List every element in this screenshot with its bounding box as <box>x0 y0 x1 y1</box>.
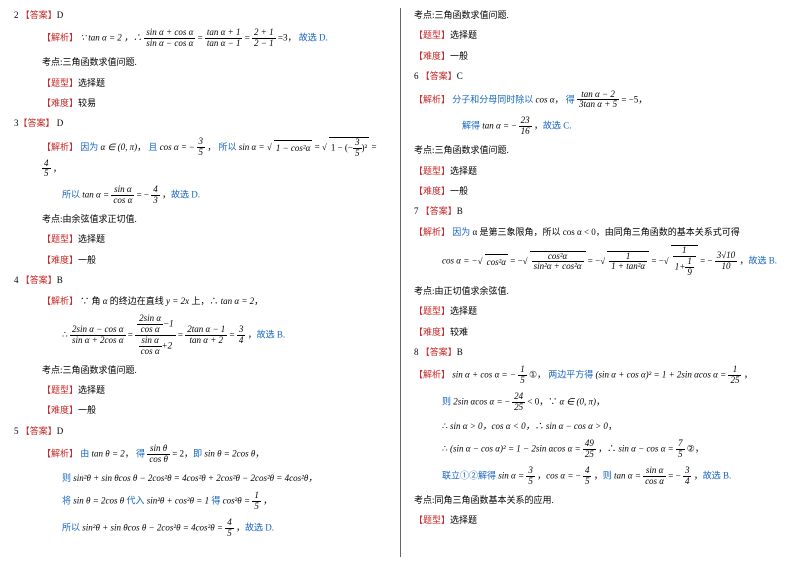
q4-answer: 4 【答案】B <box>14 273 386 287</box>
q5-analysis-1: 【解析】 由 tan θ = 2， 得 sin θcos θ = 2，即 sin… <box>14 444 386 465</box>
q7-type: 【题型】选择题 <box>414 304 786 318</box>
q8-a2: 则 2sin αcos α = − 2425 < 0，∵ α ∈ (0, π)， <box>414 392 786 413</box>
q2-topic: 考点:三角函数求值问题. <box>14 55 386 69</box>
q5-expr1: 则 sin²θ + sin θcos θ − 2cos²θ = 4cos²θ +… <box>14 471 386 485</box>
q4-eq: ∴ 2sin α − cos αsin α + 2cos α = 2sin αc… <box>14 314 386 357</box>
q8-a5: 联立①②解得 sin α = 35 ，cos α = − 45 ，则 tan α… <box>414 466 786 487</box>
q7-eq: cos α = −√cos²α = −√cos²αsin²α + cos²α =… <box>414 245 786 278</box>
cont-type: 【题型】选择题 <box>414 28 786 42</box>
cont-diff: 【难度】一般 <box>414 49 786 63</box>
q6-diff: 【难度】一般 <box>414 184 786 198</box>
q6-analysis: 【解析】 分子和分母同时除以 cos α， 得 tan α − 23tan α … <box>414 90 786 111</box>
column-divider <box>400 8 401 557</box>
q6-type: 【题型】选择题 <box>414 164 786 178</box>
q7-answer: 7 【答案】B <box>414 204 786 218</box>
q8-a4: ∴ (sin α − cos α)² = 1 − 2sin αcos α = 4… <box>414 439 786 460</box>
q8-a3: ∴ sin α > 0，cos α < 0，∴ sin α − cos α > … <box>414 419 786 433</box>
q6-answer: 6 【答案】C <box>414 69 786 83</box>
q7-diff: 【难度】较难 <box>414 325 786 339</box>
q3-answer: 3【答案】 D <box>14 116 386 130</box>
q8-topic: 考点:同角三角函数基本关系的应用. <box>414 493 786 507</box>
q4-diff: 【难度】一般 <box>14 403 386 417</box>
q3-type: 【题型】选择题 <box>14 232 386 246</box>
q2-diff: 【难度】较易 <box>14 96 386 110</box>
q4-type: 【题型】选择题 <box>14 383 386 397</box>
right-column: 考点:三角函数求值问题. 【题型】选择题 【难度】一般 6 【答案】C 【解析】… <box>400 0 800 565</box>
q7-topic: 考点:由正切值求余弦值. <box>414 284 786 298</box>
q4-topic: 考点:三角函数求值问题. <box>14 363 386 377</box>
q8-answer: 8 【答案】B <box>414 345 786 359</box>
q3-topic: 考点:由余弦值求正切值. <box>14 212 386 226</box>
q3-diff: 【难度】一般 <box>14 253 386 267</box>
q5-answer: 5 【答案】D <box>14 424 386 438</box>
cont-topic: 考点:三角函数求值问题. <box>414 8 786 22</box>
q7-analysis-1: 【解析】 因为 α 是第三象限角，所以 cos α < 0，由同角三角函数的基本… <box>414 225 786 239</box>
q4-analysis-1: 【解析】 ∵ 角 α 的终边在直线 y = 2x 上，∴ tan α = 2， <box>14 294 386 308</box>
q2-analysis: 【解析】 ∵ tan α = 2 ，∴ sin α + cos αsin α −… <box>14 28 386 49</box>
q3-analysis: 【解析】 因为 α ∈ (0, π)， 且 cos α = − 35 ， 所以 … <box>14 137 386 180</box>
left-column: 2 【答案】D 【解析】 ∵ tan α = 2 ，∴ sin α + cos … <box>0 0 400 565</box>
q6-topic: 考点:三角函数求值问题. <box>414 143 786 157</box>
q2-type: 【题型】选择题 <box>14 76 386 90</box>
q3-tan: 所以 tan α = sin αcos α = − 43 ，故选 D. <box>14 185 386 206</box>
q6-solve: 解得 tan α = − 2316 ，故选 C. <box>414 116 786 137</box>
q5-final: 所以 sin²θ + sin θcos θ − 2cos²θ = 4cos²θ … <box>14 518 386 539</box>
q8-a1: 【解析】 sin α + cos α = − 15 ①， 两边平方得 (sin … <box>414 365 786 386</box>
q5-sub: 将 sin θ = 2cos θ 代入 sin²θ + cos²θ = 1 得 … <box>14 491 386 512</box>
q8-type: 【题型】选择题 <box>414 513 786 527</box>
q2-answer: 2 【答案】D <box>14 8 386 22</box>
